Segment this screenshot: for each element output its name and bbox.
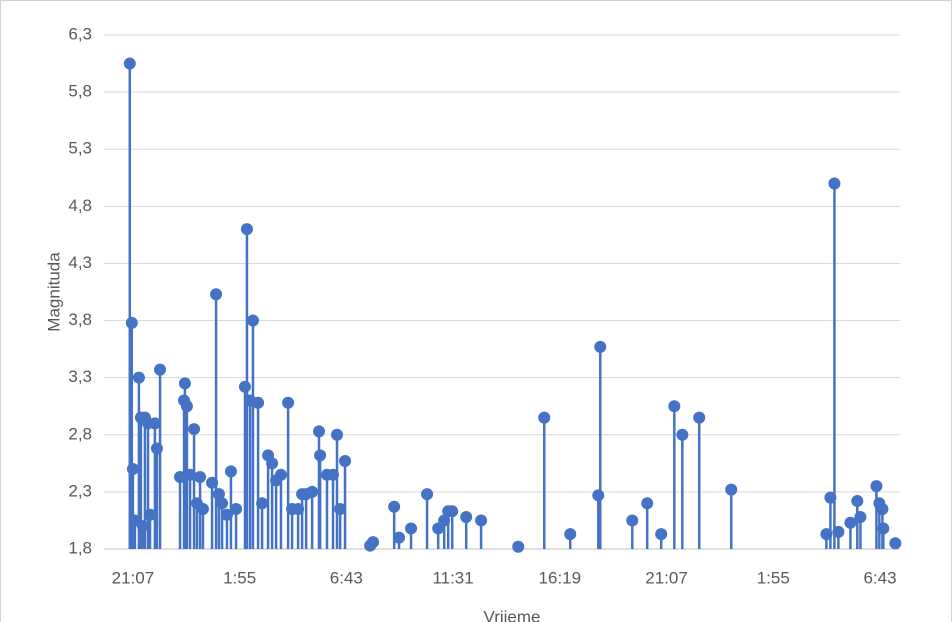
- stem-marker: [512, 540, 525, 553]
- y-tick-label: 5,3: [68, 139, 92, 158]
- stem-marker: [475, 514, 488, 527]
- stem-marker: [331, 428, 344, 441]
- stem-marker: [393, 531, 406, 544]
- stem-marker: [125, 316, 138, 329]
- stem-marker: [421, 488, 434, 501]
- stem-marker: [132, 371, 145, 384]
- stem-marker: [460, 511, 473, 524]
- stem-marker: [224, 465, 237, 478]
- stem-marker: [854, 511, 867, 524]
- stem-marker: [180, 400, 193, 413]
- stem-marker: [144, 508, 157, 521]
- stem-marker: [367, 536, 380, 549]
- stem-marker: [314, 449, 327, 462]
- stem-marker: [216, 497, 229, 510]
- stem-marker: [148, 417, 161, 430]
- stem-marker: [334, 503, 347, 516]
- y-tick-label: 4,8: [68, 196, 92, 215]
- stem-marker: [676, 428, 689, 441]
- stem-marker: [538, 411, 551, 424]
- stem-marker: [592, 489, 605, 502]
- stem-marker: [313, 425, 326, 438]
- stem-marker: [196, 503, 209, 516]
- stem-marker: [626, 514, 639, 527]
- stem-marker: [246, 314, 259, 327]
- y-tick-label: 1,8: [68, 538, 92, 557]
- y-tick-label: 3,3: [68, 367, 92, 386]
- stem-marker: [240, 223, 253, 236]
- stem-marker: [123, 57, 136, 70]
- stem-marker: [876, 503, 889, 516]
- x-tick-label: 6:43: [330, 568, 363, 587]
- y-tick-label: 2,8: [68, 424, 92, 443]
- stem-marker: [877, 522, 890, 535]
- stem-marker: [889, 537, 902, 550]
- stem-marker: [306, 485, 319, 498]
- stem-marker: [266, 457, 279, 470]
- stem-marker: [844, 516, 857, 529]
- stem-marker: [655, 528, 668, 541]
- stem-marker: [870, 480, 883, 493]
- stem-marker: [594, 340, 607, 353]
- x-tick-label: 21:07: [645, 568, 688, 587]
- y-tick-label: 4,3: [68, 253, 92, 272]
- stem-marker: [564, 528, 577, 541]
- x-tick-label: 16:19: [539, 568, 582, 587]
- stem-marker: [828, 177, 841, 190]
- stem-marker: [641, 497, 654, 510]
- y-tick-label: 3,8: [68, 310, 92, 329]
- stem-marker: [339, 455, 352, 468]
- stem-marker: [194, 471, 207, 484]
- stem-marker: [212, 488, 225, 501]
- stem-marker: [668, 400, 681, 413]
- stem-marker: [388, 500, 401, 513]
- y-axis-title: Magnituda: [44, 252, 63, 332]
- x-tick-label: 1:55: [223, 568, 256, 587]
- stem-marker: [256, 497, 269, 510]
- stem-marker: [274, 468, 287, 481]
- x-tick-label: 21:07: [112, 568, 155, 587]
- stem-marker: [154, 363, 167, 376]
- stem-marker: [282, 396, 295, 409]
- x-tick-label: 11:31: [432, 568, 473, 587]
- stem-marker: [446, 505, 459, 518]
- y-tick-label: 2,3: [68, 481, 92, 500]
- stem-marker: [832, 525, 845, 538]
- stem-marker: [230, 503, 243, 516]
- x-axis-title: Vrijeme: [484, 607, 541, 622]
- stem-marker: [725, 483, 738, 496]
- stem-marker: [693, 411, 706, 424]
- stem-marker: [238, 380, 251, 393]
- y-tick-label: 6,3: [68, 24, 92, 43]
- stem-marker: [405, 522, 418, 535]
- x-tick-label: 6:43: [863, 568, 896, 587]
- x-tick-label: 1:55: [757, 568, 790, 587]
- y-tick-label: 5,8: [68, 82, 92, 101]
- stem-marker: [851, 495, 864, 508]
- stem-marker: [252, 396, 265, 409]
- stem-marker: [210, 288, 223, 301]
- stem-marker: [178, 377, 191, 390]
- stem-marker: [126, 463, 139, 476]
- stem-marker: [188, 423, 201, 436]
